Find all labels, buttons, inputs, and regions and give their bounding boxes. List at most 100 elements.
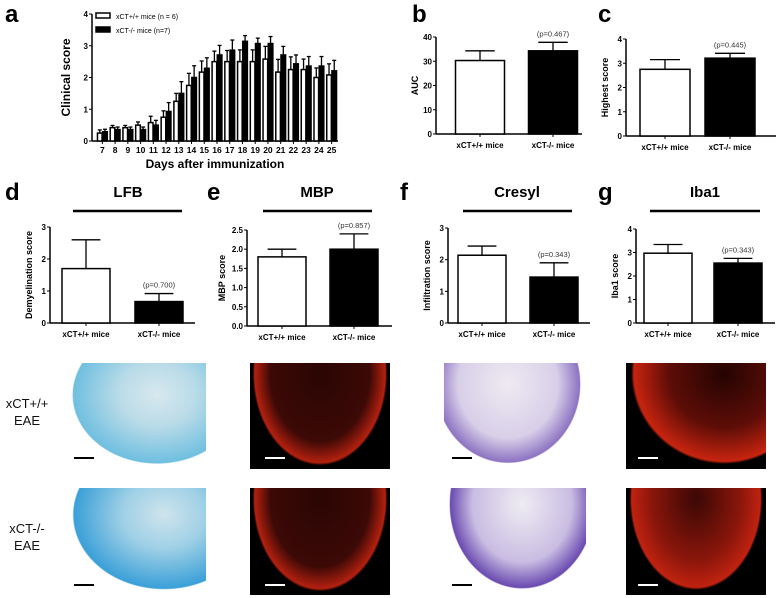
bar-ko: [280, 54, 287, 142]
scale-bar: [74, 584, 94, 586]
y-tick-label: 2: [84, 74, 89, 83]
chart-b: 0 10 20 30 40 AUC xCT+/+ mice xCT-/- mice (p=0.4…: [410, 29, 582, 150]
x-tick-label: 22: [289, 145, 299, 155]
y-tick-label: 2.5: [232, 226, 244, 235]
row-label-wt: xCT+/+ EAE: [2, 395, 52, 429]
x-tick-label: xCT-/- mice: [709, 143, 752, 152]
bar-ko: [114, 128, 121, 142]
y-tick-label: 1: [628, 296, 633, 305]
stain-title-cresyl: Cresyl: [494, 184, 540, 201]
x-tick-label: xCT-/- mice: [532, 141, 575, 150]
bar-wt: [160, 116, 167, 142]
scale-bar: [452, 584, 472, 586]
x-tick-label: 14: [187, 145, 197, 155]
y-tick-label: 2: [42, 255, 47, 264]
legend-item: xCT+/+ mice (n = 6): [95, 12, 178, 21]
row-label-genotype: xCT-/-: [9, 521, 45, 536]
scale-bar: [74, 457, 94, 459]
bar-wt: [287, 68, 294, 142]
bar-ko: [292, 63, 300, 142]
x-tick-label: 23: [301, 145, 311, 155]
bar-wt: [313, 76, 320, 142]
bar-ko: [713, 262, 763, 324]
bar-ko: [331, 70, 338, 142]
bar-ko: [254, 42, 261, 142]
bar-wt: [147, 121, 154, 142]
y-tick-label: 3: [84, 42, 89, 51]
y-tick-label: 0: [42, 319, 47, 328]
y-tick-label: 3: [618, 59, 623, 68]
y-tick-label: 1.5: [232, 264, 244, 273]
y-tick-label: 1: [42, 287, 47, 296]
y-tick-label: 0: [428, 130, 433, 139]
bar-wt: [109, 126, 116, 142]
y-tick-label: 40: [423, 33, 432, 42]
legend-item: xCT-/- mice (n=7): [95, 26, 170, 35]
bar-ko: [101, 131, 109, 142]
bar-wt: [643, 252, 693, 324]
panel-letter-d: d: [5, 179, 20, 206]
bar-ko: [529, 276, 579, 324]
scale-bar: [265, 457, 285, 459]
bar-wt: [639, 68, 691, 137]
bar-ko: [267, 42, 274, 142]
x-tick-label: 7: [100, 145, 105, 155]
x-tick-label: 16: [212, 145, 222, 155]
x-tick-label: xCT-/- mice: [533, 330, 576, 339]
bar-wt: [185, 84, 192, 142]
x-tick-label: 9: [125, 145, 130, 155]
bar-wt: [224, 60, 231, 142]
y-tick-label: 2: [628, 272, 633, 281]
bar-ko: [229, 49, 236, 142]
x-tick-label: 25: [327, 145, 337, 155]
row-label-condition: EAE: [13, 538, 40, 553]
bar-ko: [216, 54, 223, 142]
panel-letter-c: c: [598, 1, 611, 28]
panel-letter-a: a: [5, 1, 19, 28]
p-value-annotation: (p=0.857): [338, 221, 371, 230]
stain-title-lfb: LFB: [113, 184, 142, 201]
y-axis-label: MBP score: [217, 255, 227, 301]
x-tick-label: 12: [161, 145, 171, 155]
micrograph-mbp-wt: [250, 363, 390, 469]
chart-g: 0 1 2 3 4 Iba1 score xCT+/+ mice xCT-/- mice (p=…: [610, 225, 775, 339]
x-tick-label: xCT-/- mice: [333, 333, 376, 342]
panel-letter-b: b: [412, 1, 427, 28]
bar-wt: [211, 60, 218, 142]
x-tick-label: 20: [263, 145, 273, 155]
y-tick-label: 2: [440, 256, 445, 265]
p-value-annotation: (p=0.343): [538, 250, 571, 259]
y-tick-label: 0: [618, 132, 623, 141]
panel-letter-f: f: [400, 179, 409, 206]
bar-ko: [191, 76, 198, 142]
y-tick-label: 1: [618, 108, 623, 117]
y-tick-label: 2.0: [232, 245, 244, 254]
bar-wt: [457, 254, 507, 324]
y-tick-label: 30: [423, 57, 432, 66]
x-tick-label: xCT+/+ mice: [641, 143, 689, 152]
bar-ko: [704, 57, 756, 137]
x-tick-label: 21: [276, 145, 286, 155]
stain-title-iba1: Iba1: [690, 184, 720, 201]
bar-ko: [305, 65, 312, 142]
chart-e: 0.0 0.5 1.0 1.5 2.0 2.5 MBP score xCT+/+ mice xC…: [217, 221, 392, 342]
x-tick-label: 18: [238, 145, 248, 155]
y-tick-label: 0.5: [232, 303, 244, 312]
x-tick-label: 8: [113, 145, 118, 155]
y-axis-label: Iba1 score: [610, 254, 620, 299]
micrograph-lfb-ko: [66, 488, 206, 595]
y-tick-label: 1: [84, 105, 89, 114]
scale-bar: [452, 457, 472, 459]
micrograph-mbp-ko: [250, 488, 390, 595]
bar-wt: [122, 126, 129, 142]
bar-ko: [203, 67, 210, 142]
micrograph-iba1-ko: [626, 488, 766, 595]
p-value-annotation: (p=0.343): [722, 245, 755, 254]
y-axis-label: Infiltration score: [422, 240, 432, 311]
bar-wt: [262, 58, 269, 142]
y-tick-label: 4: [618, 35, 623, 44]
bar-wt: [454, 59, 506, 135]
bar-wt: [257, 256, 307, 327]
scale-bar: [638, 584, 658, 586]
